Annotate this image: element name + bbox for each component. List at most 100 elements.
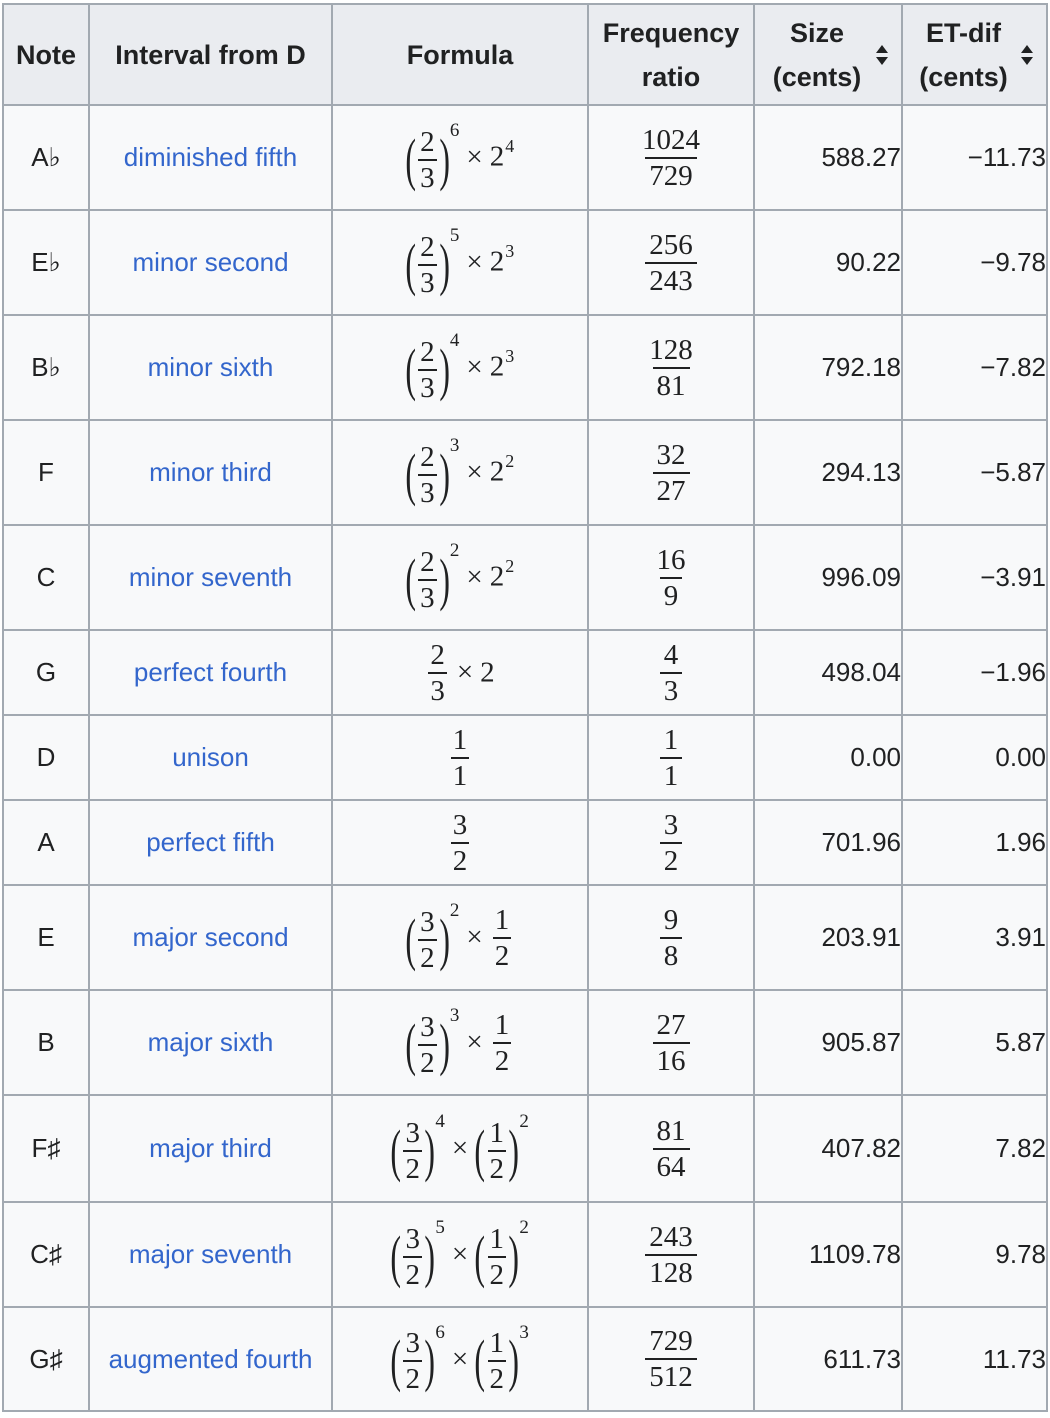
formula-cell: (3 2)6×(1 2)3 bbox=[331, 1306, 589, 1412]
header-note: Note bbox=[2, 3, 90, 106]
right-paren: ) bbox=[438, 126, 450, 192]
formula-term: (3 2)3 bbox=[405, 1005, 459, 1080]
formula-numerator: 3 bbox=[420, 905, 435, 938]
right-paren: ) bbox=[438, 546, 450, 612]
interval-link[interactable]: major seventh bbox=[128, 1239, 293, 1269]
intervals-table: Note Interval from D Formula Frequency ra… bbox=[2, 3, 1048, 1412]
interval-link[interactable]: minor seventh bbox=[128, 562, 293, 592]
formula-exponent: 5 bbox=[449, 225, 460, 247]
formula-exponent-2: 2 bbox=[519, 1217, 529, 1239]
right-paren: ) bbox=[424, 1223, 435, 1289]
header-ratio-line1: Frequency bbox=[602, 17, 740, 48]
ratio-numerator: 16 bbox=[656, 543, 686, 576]
formula-base-exponent: 2 bbox=[505, 451, 515, 472]
left-paren: ( bbox=[405, 441, 416, 507]
etdif-cell: 3.91 bbox=[901, 884, 1048, 991]
formula-base: 2 bbox=[489, 246, 505, 278]
formula-base: 2 bbox=[489, 456, 505, 488]
formula-denominator: 3 bbox=[418, 368, 437, 405]
size-cell: 407.82 bbox=[753, 1094, 903, 1203]
size-cell: 905.87 bbox=[753, 989, 903, 1096]
table-row: B major sixth (3 2)3× 1 2 27 16 905.87 5.87 bbox=[2, 989, 1048, 1096]
sort-arrows-icon[interactable] bbox=[1020, 44, 1034, 66]
interval-link[interactable]: major second bbox=[132, 922, 289, 952]
header-etdif[interactable]: ET-dif (cents) bbox=[901, 3, 1048, 106]
interval-cell: minor sixth bbox=[88, 314, 333, 421]
ratio-denominator: 27 bbox=[652, 471, 690, 508]
interval-link[interactable]: major sixth bbox=[147, 1027, 274, 1057]
etdif-cell: 11.73 bbox=[901, 1306, 1048, 1412]
formula-numerator: 3 bbox=[405, 1327, 420, 1360]
left-paren: ( bbox=[405, 231, 416, 297]
ratio-cell: 27 16 bbox=[587, 989, 755, 1096]
interval-link[interactable]: minor sixth bbox=[147, 352, 274, 382]
times-symbol: × bbox=[451, 1238, 469, 1270]
size-cell: 294.13 bbox=[753, 419, 903, 526]
formula-cell: (2 3)5× 23 bbox=[331, 209, 589, 316]
interval-cell: perfect fourth bbox=[88, 629, 333, 716]
interval-link[interactable]: perfect fourth bbox=[133, 657, 288, 687]
formula-denominator: 2 bbox=[403, 1149, 422, 1186]
etdif-cell: 9.78 bbox=[901, 1201, 1048, 1308]
formula-numerator: 3 bbox=[405, 1116, 420, 1149]
ratio-fraction: 256 243 bbox=[645, 228, 697, 298]
left-paren: ( bbox=[474, 1328, 486, 1394]
ratio-numerator: 3 bbox=[663, 808, 679, 841]
right-paren: ) bbox=[438, 441, 450, 507]
formula-exponent: 2 bbox=[449, 900, 460, 922]
right-paren: ) bbox=[508, 1223, 519, 1289]
note-cell: A♭ bbox=[2, 104, 90, 211]
left-paren: ( bbox=[405, 126, 416, 192]
left-paren: ( bbox=[390, 1328, 402, 1394]
right-paren: ) bbox=[424, 1117, 435, 1183]
right-paren: ) bbox=[438, 336, 450, 402]
interval-link[interactable]: minor third bbox=[149, 457, 272, 487]
table-row: G♯ augmented fourth (3 2)6×(1 2)3 729 512 6… bbox=[2, 1306, 1048, 1412]
sort-arrows-icon[interactable] bbox=[875, 44, 889, 66]
formula-numerator: 1 bbox=[452, 723, 468, 756]
formula-exponent: 4 bbox=[449, 330, 460, 352]
formula-cell: (2 3)3× 22 bbox=[331, 419, 589, 526]
interval-link[interactable]: augmented fourth bbox=[108, 1343, 313, 1374]
header-formula: Formula bbox=[331, 3, 589, 106]
formula-base: 2 bbox=[489, 561, 505, 593]
formula-numerator: 1 bbox=[494, 1008, 510, 1041]
ratio-cell: 32 27 bbox=[587, 419, 755, 526]
formula-cell: 2 3 × 2 bbox=[331, 629, 589, 716]
formula-numerator: 2 bbox=[420, 125, 435, 158]
interval-link[interactable]: perfect fifth bbox=[146, 827, 275, 857]
times-symbol: × bbox=[456, 656, 474, 688]
formula-numerator: 2 bbox=[420, 545, 435, 578]
ratio-numerator: 32 bbox=[656, 438, 686, 471]
size-cell: 1109.78 bbox=[753, 1201, 903, 1308]
interval-link[interactable]: unison bbox=[172, 742, 249, 772]
formula-exponent: 5 bbox=[435, 1217, 445, 1239]
interval-link[interactable]: minor second bbox=[132, 247, 289, 277]
ratio-fraction: 1024 729 bbox=[638, 123, 704, 193]
interval-cell: major third bbox=[88, 1094, 333, 1203]
header-size-line2: (cents) bbox=[772, 61, 862, 92]
ratio-numerator: 243 bbox=[649, 1220, 693, 1253]
times-symbol: × bbox=[466, 561, 483, 593]
interval-link[interactable]: major third bbox=[149, 1133, 272, 1163]
header-size[interactable]: Size (cents) bbox=[753, 3, 903, 106]
formula-numerator: 2 bbox=[420, 440, 435, 473]
ratio-denominator: 243 bbox=[645, 261, 697, 298]
formula-exponent-2: 2 bbox=[519, 1111, 529, 1133]
right-paren: ) bbox=[508, 1117, 519, 1183]
interval-link[interactable]: diminished fifth bbox=[123, 142, 298, 172]
header-size-line1: Size bbox=[789, 17, 845, 48]
left-paren: ( bbox=[474, 1223, 486, 1289]
